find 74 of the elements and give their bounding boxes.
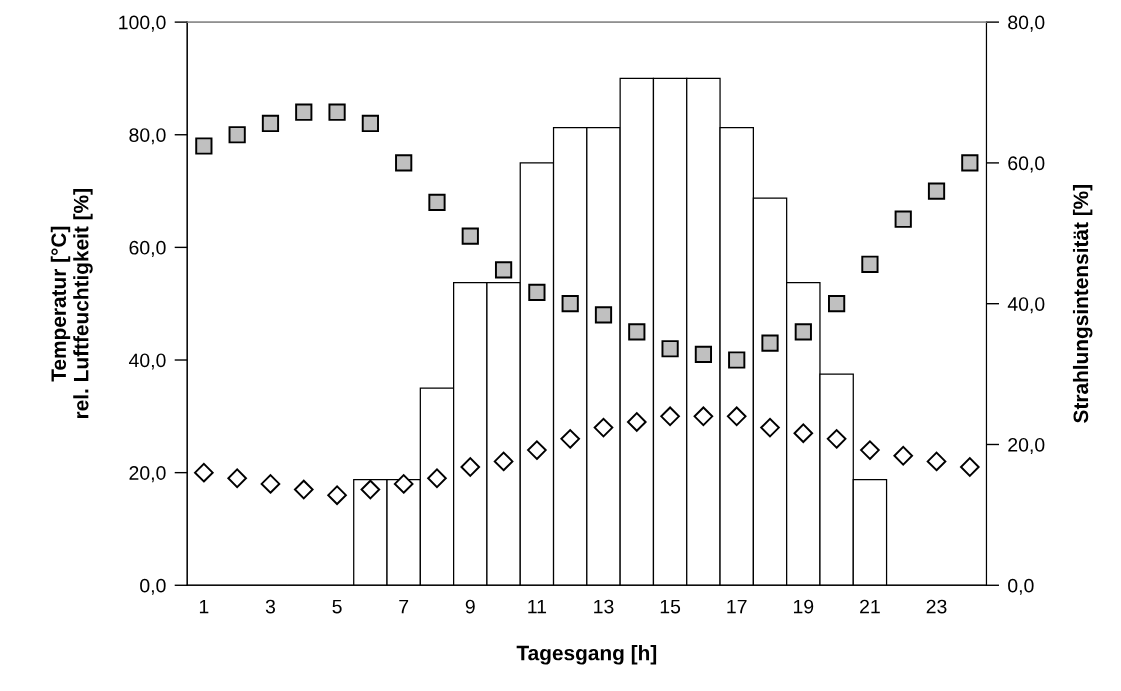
y2-axis-title: Strahlungsintensität [%] [1072, 185, 1093, 423]
point [260, 474, 281, 494]
point [628, 323, 646, 341]
x-tick-label: 11 [528, 599, 547, 614]
x-tick-label: 7 [399, 599, 409, 614]
point [760, 417, 780, 438]
y2-tick-label: 20,0 [1008, 437, 1045, 455]
point [726, 406, 747, 427]
point [227, 468, 247, 489]
point [828, 295, 846, 313]
point [560, 429, 580, 449]
point [361, 114, 379, 133]
point [694, 345, 713, 363]
point [460, 457, 481, 477]
point [393, 474, 414, 494]
point [195, 137, 213, 155]
point [926, 451, 947, 472]
point [728, 351, 746, 369]
x-tick-label: 13 [594, 599, 614, 614]
point [228, 126, 246, 144]
x-axis-title: Tagesgang [h] [516, 645, 657, 665]
point [428, 193, 446, 211]
point [960, 457, 980, 477]
point [494, 261, 513, 279]
y-axis-title: Temperatur [°C] rel. Luftfeuchtigkeit [%] [50, 189, 93, 419]
point [360, 479, 381, 500]
point [927, 182, 946, 200]
y-tick-label: 80,0 [129, 128, 166, 145]
point [561, 295, 579, 313]
point [261, 114, 280, 133]
point [893, 445, 914, 466]
y-tick-label: 60,0 [129, 240, 166, 257]
point [194, 462, 214, 483]
point [761, 334, 779, 352]
x-tick-label: 3 [265, 599, 276, 614]
x-tick-label: 1 [199, 599, 209, 614]
x-tick-label: 19 [793, 599, 814, 614]
point [961, 154, 979, 172]
point [327, 485, 347, 505]
y-tick-label: 40,0 [128, 353, 166, 370]
point [894, 210, 912, 228]
point [660, 406, 680, 427]
x-tick-label: 5 [332, 599, 342, 614]
point [395, 154, 413, 172]
x-tick-label: 15 [660, 599, 681, 614]
point [626, 412, 647, 432]
y-tick-label: 20,0 [129, 466, 166, 483]
point [794, 323, 812, 341]
point [328, 103, 346, 121]
point [528, 283, 546, 302]
point [594, 306, 613, 324]
x-tick-label: 9 [465, 599, 475, 614]
point [826, 429, 847, 449]
point [295, 103, 313, 121]
point [493, 451, 514, 472]
point [860, 440, 880, 460]
x-tick-label: 21 [860, 599, 880, 614]
point [793, 423, 814, 444]
x-tick-label: 17 [727, 599, 747, 614]
point [861, 255, 879, 273]
point [661, 340, 679, 358]
point [427, 468, 447, 489]
y2-tick-label: 80,0 [1008, 15, 1045, 32]
point [693, 406, 714, 427]
y2-tick-label: 60,0 [1008, 156, 1045, 173]
point [293, 479, 314, 500]
y-tick-label: 100,0 [119, 15, 166, 32]
y-tick-label: 0,0 [140, 578, 166, 595]
point [527, 440, 547, 460]
y2-tick-label: 40,0 [1007, 297, 1045, 314]
point [593, 417, 614, 438]
x-tick-label: 23 [926, 599, 947, 614]
point [461, 227, 479, 245]
y2-tick-label: 0,0 [1008, 578, 1034, 595]
